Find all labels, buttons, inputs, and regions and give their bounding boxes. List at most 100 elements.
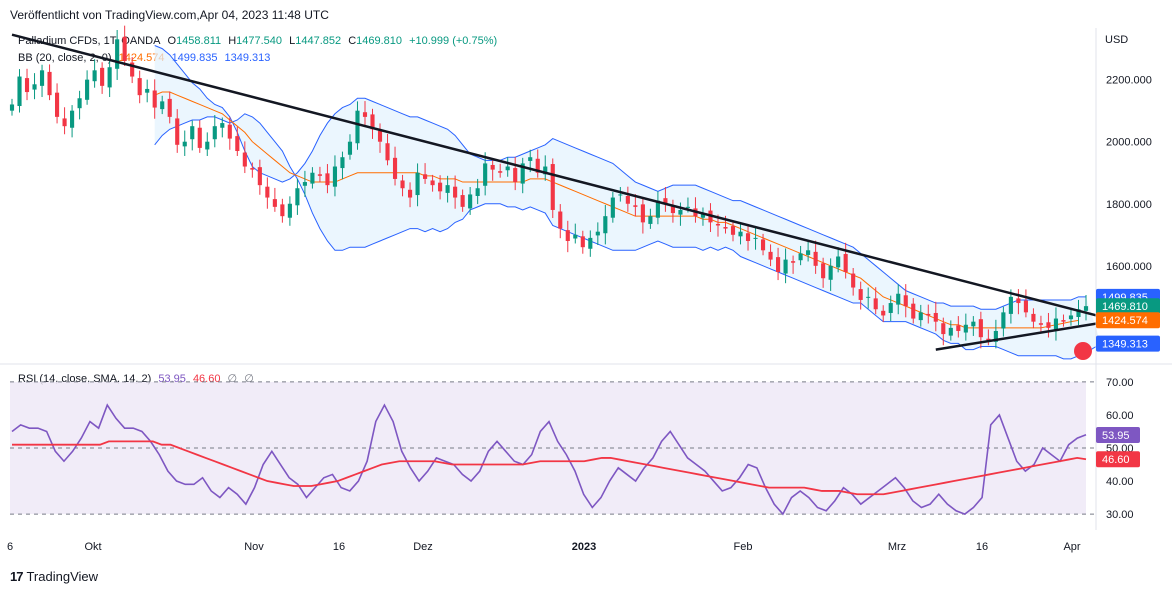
candle-body [678, 209, 683, 215]
rsi-tick-label: 60.00 [1106, 410, 1134, 422]
candle-body [911, 303, 916, 319]
footer: 17 TradingView [10, 569, 98, 584]
candle-body [535, 158, 540, 173]
candle-body [1083, 306, 1089, 311]
candle-body [377, 130, 383, 142]
candle-body [325, 173, 330, 186]
candle-body [670, 205, 675, 214]
candle-body [941, 323, 946, 335]
candle-body [287, 203, 292, 218]
candle-body [918, 312, 923, 321]
candle-body [655, 200, 660, 218]
candle-body [468, 194, 473, 209]
candle-body [753, 237, 758, 239]
candle-body [971, 321, 976, 327]
time-tick-label: Apr [1063, 541, 1080, 553]
candle-body [648, 216, 653, 224]
close-label: C [348, 35, 357, 47]
candle-body [400, 180, 405, 189]
candle-body [573, 234, 578, 239]
bb-basis-value: 1424.574 [118, 52, 165, 64]
candle-body [625, 196, 630, 204]
candle-body [415, 172, 420, 196]
rsi-label-badge [1096, 451, 1140, 468]
candle-body [310, 172, 315, 184]
candle-body [167, 98, 172, 117]
bb-lower-value: 1349.313 [224, 52, 271, 64]
candle-body [685, 206, 691, 208]
change-value: +10.999 (+0.75%) [409, 35, 498, 47]
candle-body [986, 338, 991, 341]
candle-body [873, 298, 878, 310]
candle-body [227, 124, 232, 139]
rsi-tick-label: 30.00 [1106, 509, 1134, 521]
candle-body [32, 84, 37, 90]
candle-body [137, 78, 142, 96]
bb-upper-value: 1499.835 [171, 52, 218, 64]
candle-body [866, 296, 871, 298]
candle-body [836, 256, 841, 268]
candle-body [595, 231, 600, 236]
candle-body [633, 205, 638, 207]
candle-body [1076, 309, 1081, 318]
time-tick-label: Okt [84, 541, 101, 553]
candle-body [513, 168, 518, 183]
candle-body [257, 167, 262, 186]
candle-body [302, 182, 307, 186]
candle-body [806, 250, 811, 255]
candle-body [430, 180, 435, 186]
bb-basis-line [154, 91, 1079, 329]
candle-body [588, 237, 593, 249]
time-tick-label: 6 [7, 541, 13, 553]
candle-body [1053, 318, 1059, 330]
footer-brand: TradingView [26, 569, 99, 584]
candle-body [235, 136, 240, 152]
candle-body [828, 265, 833, 280]
candle-body [385, 143, 390, 161]
close-value: 1469.810 [356, 35, 403, 47]
candle-body [317, 174, 322, 176]
rsi-extra-2: ∅ [244, 373, 254, 385]
candle-body [550, 164, 555, 210]
candle-body [190, 126, 195, 140]
candle-body [340, 157, 345, 169]
open-label: O [167, 35, 177, 47]
candle-body [858, 289, 863, 300]
price-label-badge [1096, 312, 1160, 329]
axes: 2200.000 2000.000 1800.000 1600.000 1499.835… [0, 28, 1172, 553]
candle-body [1061, 320, 1066, 322]
candle-body [197, 127, 202, 148]
candle-body [85, 79, 90, 100]
candle-body [498, 171, 503, 173]
candle-body [730, 226, 736, 235]
candle-body [1038, 323, 1044, 325]
candle-body [392, 157, 398, 179]
price-tick-label: 1600.000 [1106, 261, 1152, 273]
candle-body [122, 36, 127, 62]
candle-body [54, 92, 60, 117]
candle-body [70, 110, 75, 128]
price-tick-label: 2000.000 [1106, 137, 1152, 149]
candle-body [813, 251, 818, 266]
high-label: H [228, 35, 237, 47]
candle-body [745, 233, 751, 241]
time-tick-label: 2023 [572, 541, 596, 553]
candle-body [543, 166, 548, 175]
candle-body [978, 319, 983, 338]
candle-body [265, 186, 270, 198]
price-label-text: 1424.574 [1102, 315, 1148, 327]
candle-body [963, 324, 968, 333]
economic-event-icon [1074, 342, 1092, 360]
candle-body [295, 188, 300, 206]
candle-body [1046, 322, 1051, 328]
candle-body [92, 70, 97, 82]
candle-body [77, 98, 82, 109]
price-pane [9, 25, 1109, 360]
candle-body [843, 254, 848, 273]
candle-body [738, 231, 743, 237]
candle-body [1031, 313, 1036, 322]
candle-body [347, 141, 353, 155]
bb-upper-line [154, 45, 1086, 310]
candle-body [62, 118, 67, 127]
